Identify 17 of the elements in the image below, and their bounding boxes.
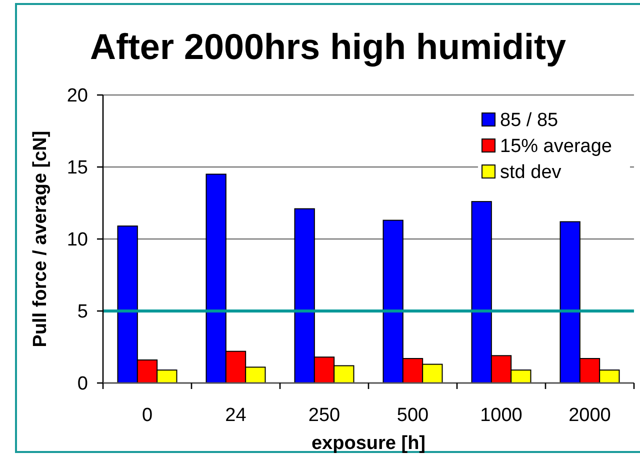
y-tick-label: 20 bbox=[66, 86, 88, 107]
x-tick-label: 0 bbox=[142, 405, 153, 426]
chart-title: After 2000hrs high humidity bbox=[90, 26, 566, 67]
x-tick-label: 250 bbox=[308, 405, 340, 426]
legend-label: 85 / 85 bbox=[500, 110, 558, 132]
y-tick-label: 0 bbox=[77, 374, 88, 395]
y-tick-label: 10 bbox=[66, 230, 88, 251]
x-tick-label: 24 bbox=[225, 405, 247, 426]
y-axis-title: Pull force / average [cN] bbox=[30, 130, 51, 348]
x-axis-title: exposure [h] bbox=[311, 433, 426, 454]
x-tick-label: 1000 bbox=[480, 405, 522, 426]
legend-label: std dev bbox=[500, 162, 562, 184]
y-tick-label: 15 bbox=[66, 158, 88, 179]
legend-label: 15% average bbox=[500, 136, 612, 158]
x-tick-label: 500 bbox=[396, 405, 429, 426]
y-tick-label: 5 bbox=[77, 302, 88, 323]
x-tick-label: 2000 bbox=[568, 405, 611, 426]
